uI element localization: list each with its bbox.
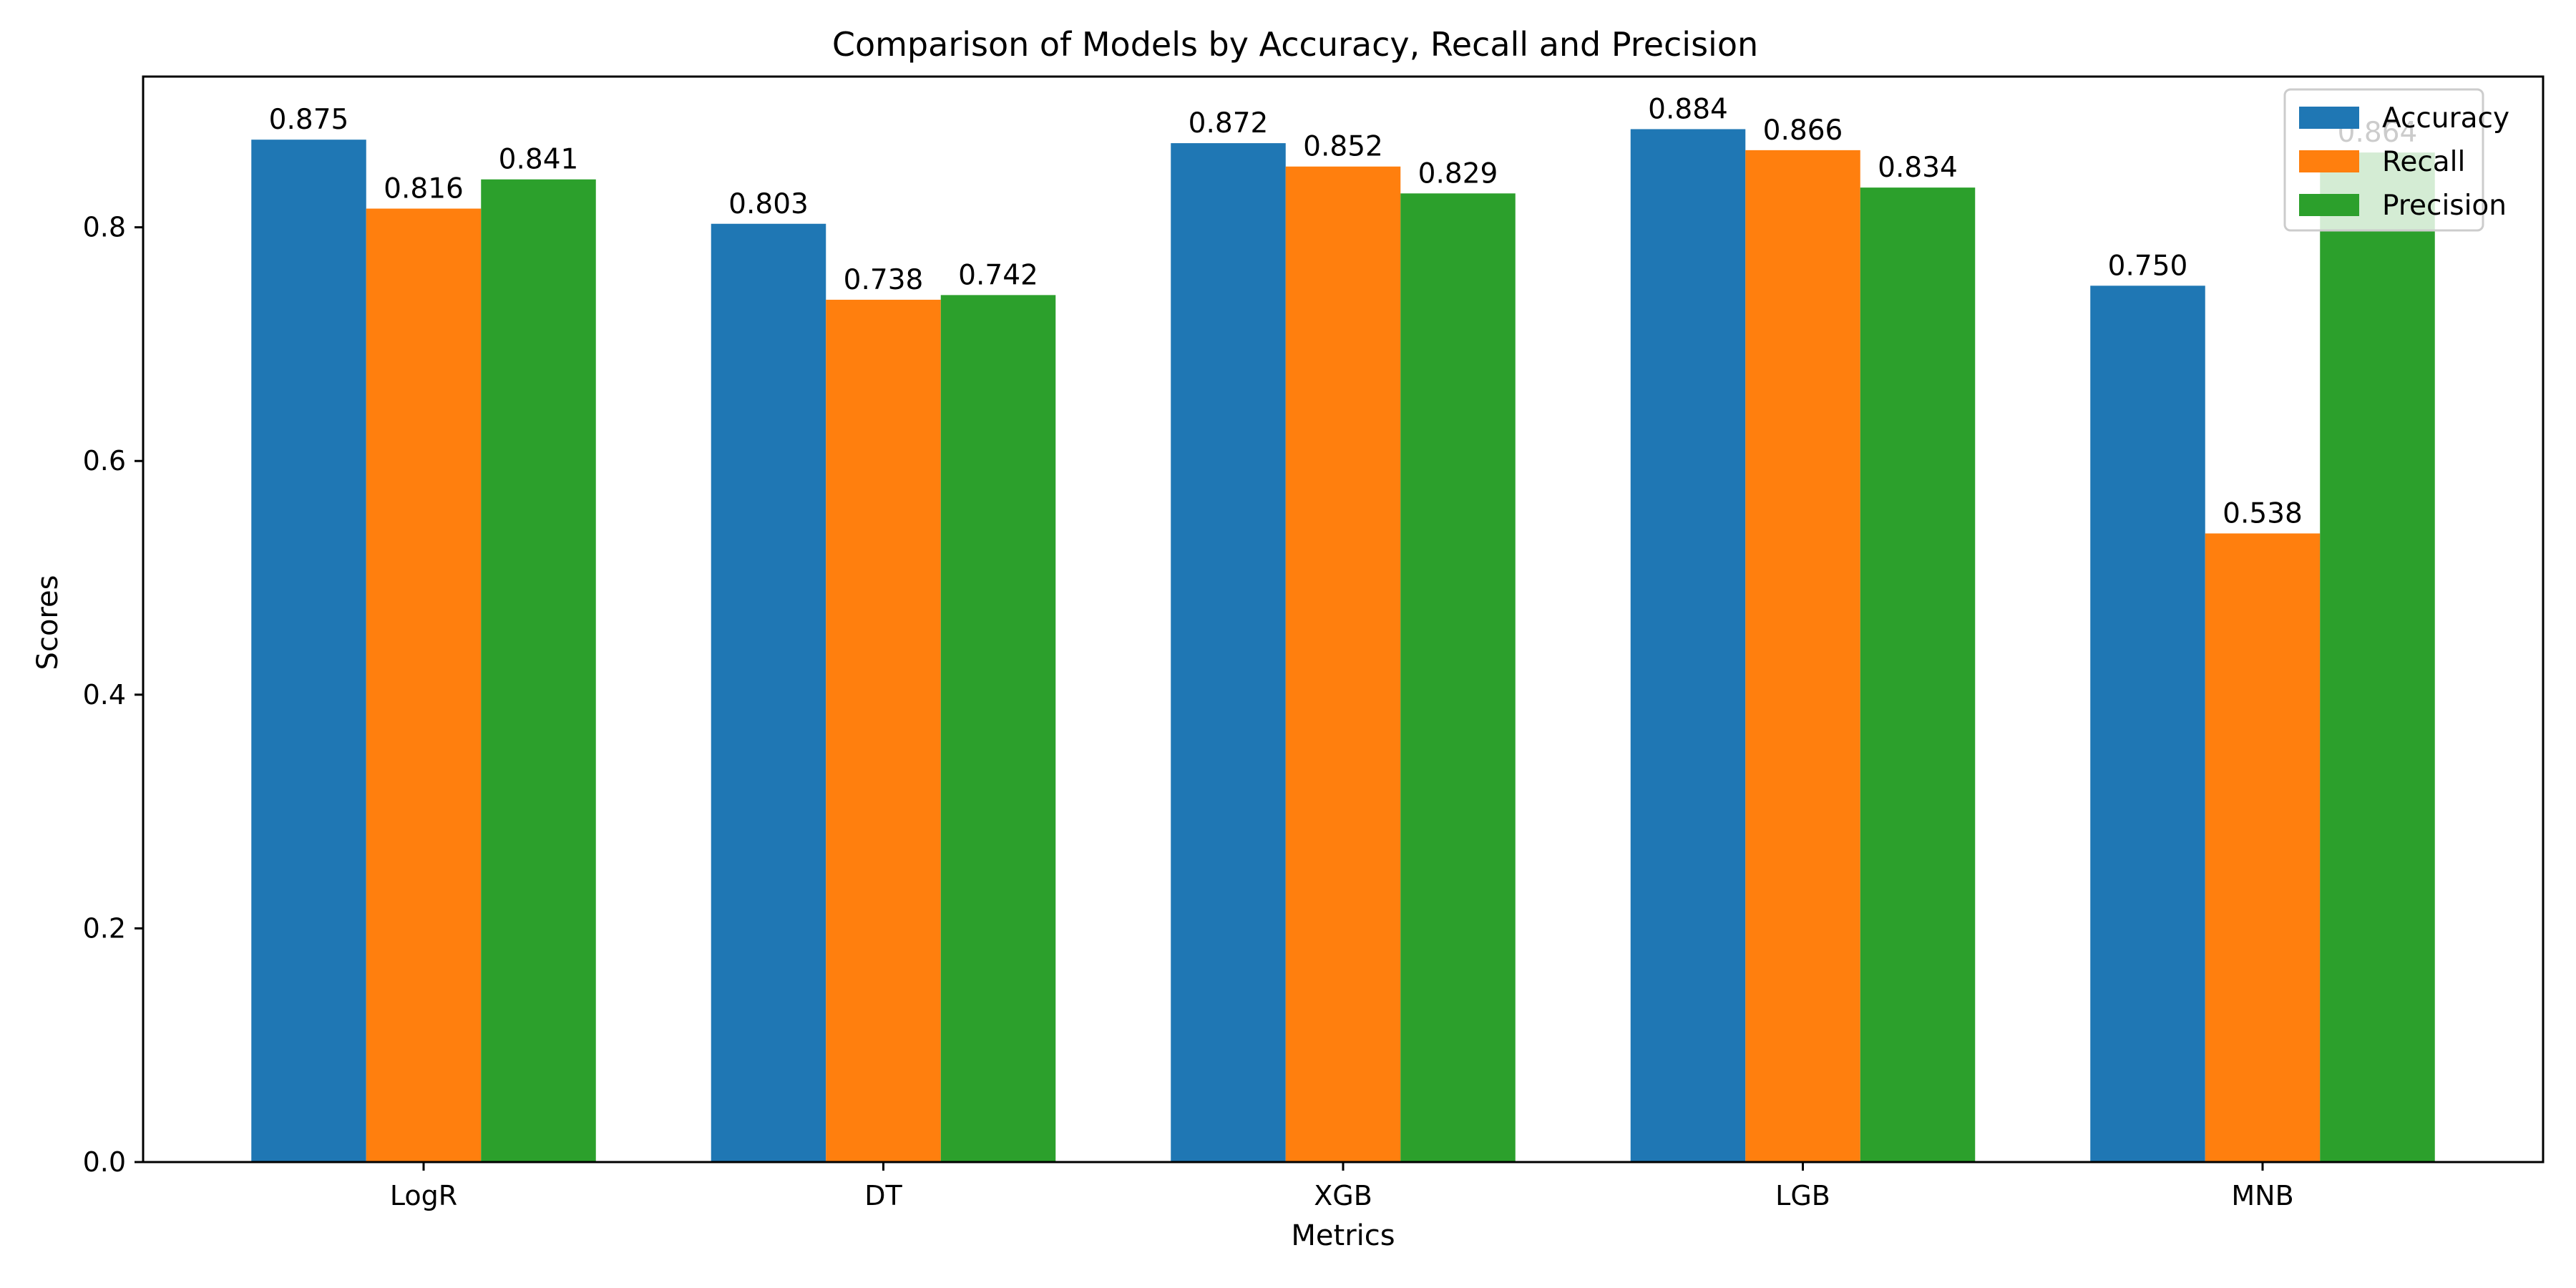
- bar-recall-lgb: [1745, 150, 1860, 1163]
- bar-precision-mnb: [2320, 152, 2435, 1163]
- y-tick-label: 0.6: [83, 445, 126, 477]
- bar-value-label: 0.866: [1763, 114, 1843, 147]
- y-tick-label: 0.8: [83, 212, 126, 243]
- bar-recall-logr: [366, 208, 482, 1162]
- x-tick-label: MNB: [2231, 1180, 2293, 1211]
- legend-label-precision: Precision: [2382, 190, 2507, 222]
- legend-label-recall: Recall: [2382, 146, 2465, 178]
- bar-value-label: 0.875: [269, 104, 349, 136]
- bar-accuracy-mnb: [2090, 286, 2205, 1162]
- bar-precision-logr: [481, 179, 596, 1162]
- bar-accuracy-xgb: [1171, 143, 1286, 1162]
- y-tick-label: 0.0: [83, 1146, 126, 1178]
- bar-precision-xgb: [1400, 193, 1516, 1163]
- bar-precision-dt: [940, 295, 1056, 1163]
- bar-recall-xgb: [1285, 166, 1401, 1162]
- bar-value-label: 0.834: [1878, 152, 1958, 184]
- legend-swatch-precision: [2299, 194, 2359, 216]
- bar-value-label: 0.841: [499, 144, 579, 176]
- bar-accuracy-logr: [251, 140, 366, 1162]
- bar-value-label: 0.750: [2108, 250, 2188, 282]
- bar-recall-dt: [826, 299, 941, 1163]
- bar-value-label: 0.803: [728, 188, 809, 220]
- x-tick-label: DT: [864, 1180, 902, 1211]
- legend-swatch-accuracy: [2299, 107, 2359, 129]
- bar-value-label: 0.884: [1648, 93, 1728, 125]
- legend-swatch-recall: [2299, 150, 2359, 172]
- bar-accuracy-lgb: [1630, 129, 1746, 1163]
- x-axis-title: Metrics: [1291, 1219, 1395, 1252]
- y-tick-label: 0.2: [83, 912, 126, 944]
- bars-layer: [251, 129, 2435, 1163]
- y-axis-title: Scores: [31, 575, 64, 670]
- bar-value-label: 0.872: [1189, 107, 1269, 140]
- bar-value-label: 0.816: [384, 173, 464, 205]
- bar-value-label: 0.852: [1303, 131, 1383, 163]
- bar-labels-layer: 0.875 0.803 0.872 0.884 0.750 0.816 0.738 0.852…: [269, 93, 2418, 530]
- chart-title: Comparison of Models by Accuracy, Recall…: [832, 25, 1758, 64]
- bar-recall-mnb: [2205, 533, 2321, 1162]
- bar-value-label: 0.538: [2223, 497, 2303, 530]
- bar-precision-lgb: [1860, 187, 1976, 1163]
- bar-value-label: 0.829: [1418, 157, 1498, 190]
- y-tick-label: 0.4: [83, 679, 126, 711]
- bar-accuracy-dt: [711, 223, 826, 1163]
- x-tick-label: LGB: [1775, 1180, 1830, 1211]
- bar-value-label: 0.738: [844, 264, 924, 296]
- ticks-layer: 0.0 0.2 0.4 0.6 0.8 LogR DT XGB LGB MNB: [83, 212, 2294, 1211]
- bar-value-label: 0.742: [958, 259, 1038, 291]
- x-tick-label: LogR: [390, 1180, 457, 1211]
- x-tick-label: XGB: [1314, 1180, 1372, 1211]
- legend: Accuracy Recall Precision: [2283, 88, 2509, 232]
- legend-label-accuracy: Accuracy: [2382, 102, 2509, 135]
